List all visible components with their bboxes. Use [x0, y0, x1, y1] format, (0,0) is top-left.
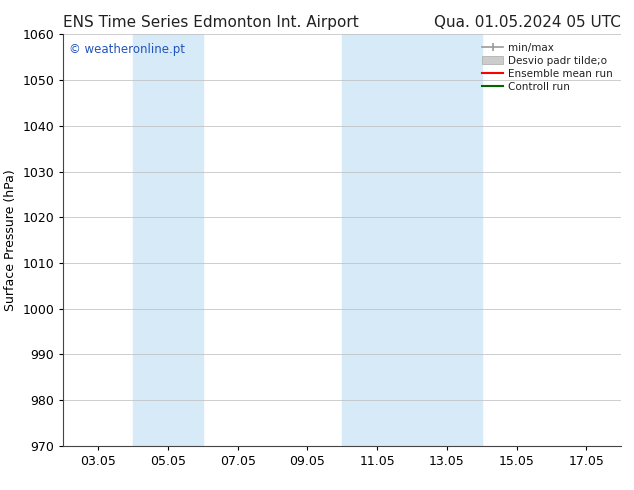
Text: ENS Time Series Edmonton Int. Airport: ENS Time Series Edmonton Int. Airport — [63, 15, 359, 30]
Text: Qua. 01.05.2024 05 UTC: Qua. 01.05.2024 05 UTC — [434, 15, 621, 30]
Bar — [133, 34, 203, 446]
Text: © weatheronline.pt: © weatheronline.pt — [69, 43, 185, 55]
Y-axis label: Surface Pressure (hPa): Surface Pressure (hPa) — [4, 169, 17, 311]
Legend: min/max, Desvio padr tilde;o, Ensemble mean run, Controll run: min/max, Desvio padr tilde;o, Ensemble m… — [479, 40, 616, 95]
Bar — [342, 34, 482, 446]
